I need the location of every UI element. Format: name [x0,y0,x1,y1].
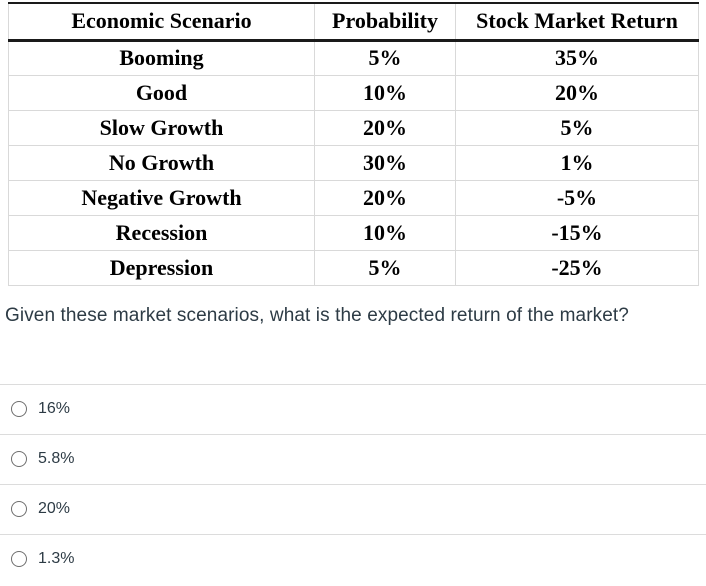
table-cell: 10% [314,214,456,251]
table-cell: Good [8,74,315,111]
table-cell: Depression [8,249,315,286]
table-row: Recession 10% -15% [8,214,699,251]
answer-option[interactable]: 1.3% [0,533,706,584]
table-cell: 20% [314,179,456,216]
table-cell: 20% [314,109,456,146]
table-header-row: Economic Scenario Probability Stock Market… [8,2,699,42]
table-cell: Recession [8,214,315,251]
table-row: No Growth 30% 1% [8,144,699,181]
table-cell: 5% [314,39,456,76]
table-cell: -15% [455,214,699,251]
table-cell: Booming [8,39,315,76]
table-cell: Negative Growth [8,179,315,216]
answer-option[interactable]: 20% [0,483,706,534]
table-cell: 20% [455,74,699,111]
column-header: Probability [314,2,456,42]
question-text: Given these market scenarios, what is th… [5,304,629,326]
radio-button-icon[interactable] [11,401,27,417]
column-header: Stock Market Return [455,2,699,42]
scenario-table-wrap: Economic Scenario Probability Stock Market… [0,0,706,286]
answer-option-label: 16% [38,400,71,417]
scenario-table: Economic Scenario Probability Stock Market… [8,2,699,286]
answer-option-label: 1.3% [38,550,75,567]
column-header: Economic Scenario [8,2,315,42]
table-cell: -25% [455,249,699,286]
table-cell: No Growth [8,144,315,181]
table-cell: 5% [455,109,699,146]
radio-button-icon[interactable] [11,501,27,517]
answer-option[interactable]: 16% [0,383,706,434]
radio-button-icon[interactable] [11,451,27,467]
table-cell: 1% [455,144,699,181]
table-row: Booming 5% 35% [8,39,699,76]
table-cell: 35% [455,39,699,76]
table-cell: 30% [314,144,456,181]
answer-options: 16% 5.8% 20% 1.3% [0,383,706,584]
table-row: Negative Growth 20% -5% [8,179,699,216]
answer-option-label: 5.8% [38,450,75,467]
table-row: Depression 5% -25% [8,249,699,286]
answer-option-label: 20% [38,500,71,517]
table-cell: 10% [314,74,456,111]
answer-option[interactable]: 5.8% [0,433,706,484]
table-cell: -5% [455,179,699,216]
table-cell: Slow Growth [8,109,315,146]
radio-button-icon[interactable] [11,551,27,567]
table-cell: 5% [314,249,456,286]
table-row: Good 10% 20% [8,74,699,111]
table-row: Slow Growth 20% 5% [8,109,699,146]
